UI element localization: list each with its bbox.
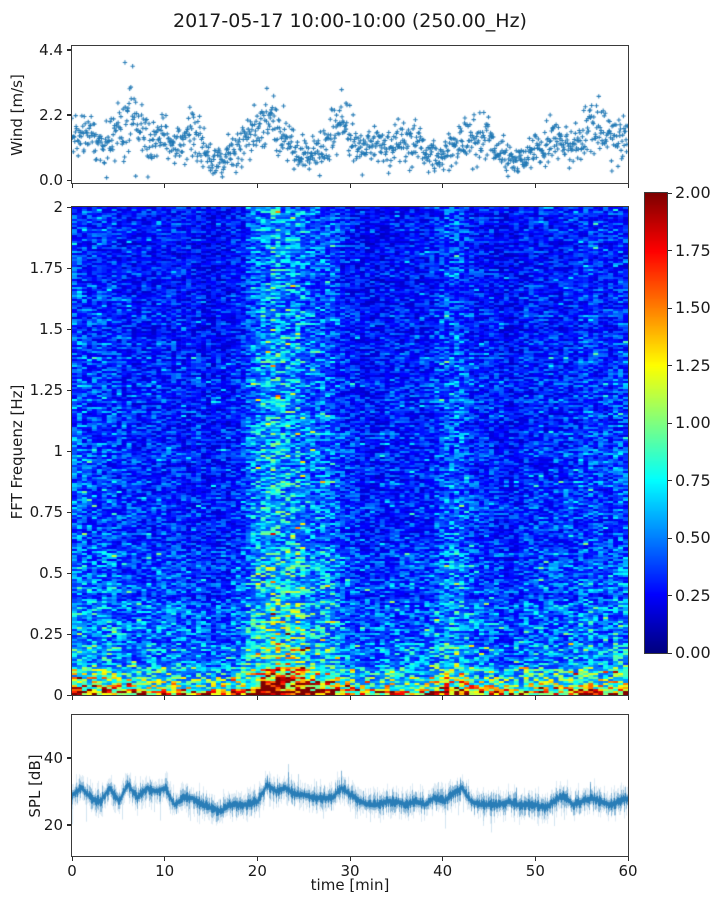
spectrogram-y-tick-label: 1 (53, 442, 63, 460)
spl-x-tick-mark (442, 857, 444, 861)
colorbar-tick-mark (668, 250, 672, 252)
colorbar-tick-mark (668, 480, 672, 482)
spl-x-tick-mark (534, 857, 537, 861)
spectrogram-x-tick-mark (627, 696, 629, 700)
wind-y-tick-label: 4.4 (39, 40, 63, 59)
wind-y-tick-label: 2.2 (39, 105, 63, 124)
x-tick-label: 50 (525, 862, 545, 880)
wind-x-tick-mark (256, 184, 259, 188)
spectrogram-x-tick-mark (534, 696, 537, 700)
spectrogram-canvas (72, 207, 628, 695)
spectrogram-y-tick-mark (67, 267, 71, 269)
spectrogram-y-tick-mark (67, 206, 71, 208)
colorbar-tick-mark (668, 422, 672, 424)
wind-y-tick-label: 0.0 (39, 171, 63, 190)
colorbar-canvas (645, 193, 667, 653)
spectrogram-y-tick-mark (67, 572, 71, 574)
spl-x-tick-mark (627, 857, 629, 861)
colorbar-tick-label: 0.50 (675, 528, 711, 547)
spl-y-tick-label: 20 (43, 815, 63, 834)
colorbar-tick-mark (668, 307, 672, 309)
spl-y-tick-mark (67, 824, 71, 826)
spl-ylabel: SPL [dB] (26, 754, 44, 818)
spl-x-tick-mark (349, 857, 351, 861)
colorbar-tick-mark (668, 365, 672, 367)
x-tick-label: 20 (247, 862, 267, 880)
spectrogram-y-tick-label: 0.5 (39, 564, 63, 582)
spectrogram-y-tick-label: 0 (53, 686, 63, 704)
spectrogram-y-tick-label: 0.75 (29, 503, 63, 521)
spectrogram-y-tick-mark (67, 389, 71, 391)
wind-x-tick-mark (349, 184, 351, 188)
wind-axes (71, 45, 629, 184)
colorbar-tick-label: 2.00 (675, 183, 711, 202)
spl-axes (71, 714, 629, 857)
x-tick-label: 30 (340, 862, 360, 880)
spectrogram-y-tick-mark (67, 450, 71, 452)
colorbar-tick-mark (668, 192, 672, 194)
x-tick-label: 40 (433, 862, 453, 880)
x-axis-label: time [min] (310, 876, 390, 894)
spl-y-tick-mark (67, 757, 71, 759)
spectrogram-y-tick-mark (67, 694, 71, 696)
colorbar-tick-label: 0.75 (675, 470, 711, 490)
wind-x-tick-mark (442, 184, 444, 188)
wind-x-tick-mark (164, 184, 166, 188)
colorbar-tick-label: 0.00 (675, 643, 711, 662)
x-tick-label: 60 (618, 862, 638, 880)
spectrogram-y-tick-mark (67, 511, 71, 513)
spectrogram-x-tick-mark (71, 696, 73, 700)
spectrogram-y-tick-label: 1.5 (39, 320, 63, 338)
wind-y-tick-mark (67, 114, 71, 116)
wind-x-tick-mark (627, 184, 629, 188)
colorbar-tick-label: 1.00 (675, 413, 711, 432)
spectrogram-x-tick-mark (256, 696, 259, 700)
spectrogram-axes (71, 206, 629, 696)
wind-scatter-canvas (72, 46, 628, 183)
spl-x-tick-mark (164, 857, 166, 861)
x-tick-label: 10 (155, 862, 175, 880)
spectrogram-y-tick-label: 0.25 (29, 625, 63, 643)
spl-y-tick-label: 40 (43, 748, 63, 767)
spectrogram-x-tick-mark (164, 696, 166, 700)
spectrogram-y-tick-mark (67, 328, 71, 330)
spectrogram-y-tick-mark (67, 633, 71, 635)
colorbar-tick-mark (668, 652, 672, 654)
wind-x-tick-mark (71, 184, 73, 188)
wind-x-tick-mark (534, 184, 537, 188)
colorbar-tick-mark (668, 537, 672, 539)
colorbar-tick-mark (668, 595, 672, 597)
colorbar-tick-label: 1.25 (675, 355, 711, 375)
spectrogram-x-tick-mark (442, 696, 444, 700)
spectrogram-y-tick-label: 1.25 (29, 381, 63, 399)
colorbar-tick-label: 1.75 (675, 240, 711, 260)
spl-x-tick-mark (71, 857, 73, 861)
spectrogram-y-tick-label: 2 (53, 198, 63, 216)
wind-y-tick-mark (67, 49, 71, 51)
spl-x-tick-mark (256, 857, 259, 861)
wind-y-tick-mark (67, 179, 71, 181)
colorbar-tick-label: 0.25 (675, 585, 711, 605)
x-tick-label: 0 (67, 862, 77, 880)
spectrogram-x-tick-mark (349, 696, 351, 700)
spl-line-canvas (72, 715, 628, 856)
figure-title: 2017-05-17 10:00-10:00 (250.00_Hz) (173, 10, 527, 32)
colorbar (644, 192, 668, 654)
colorbar-tick-label: 1.50 (675, 298, 711, 317)
spectrogram-y-tick-label: 1.75 (29, 259, 63, 277)
